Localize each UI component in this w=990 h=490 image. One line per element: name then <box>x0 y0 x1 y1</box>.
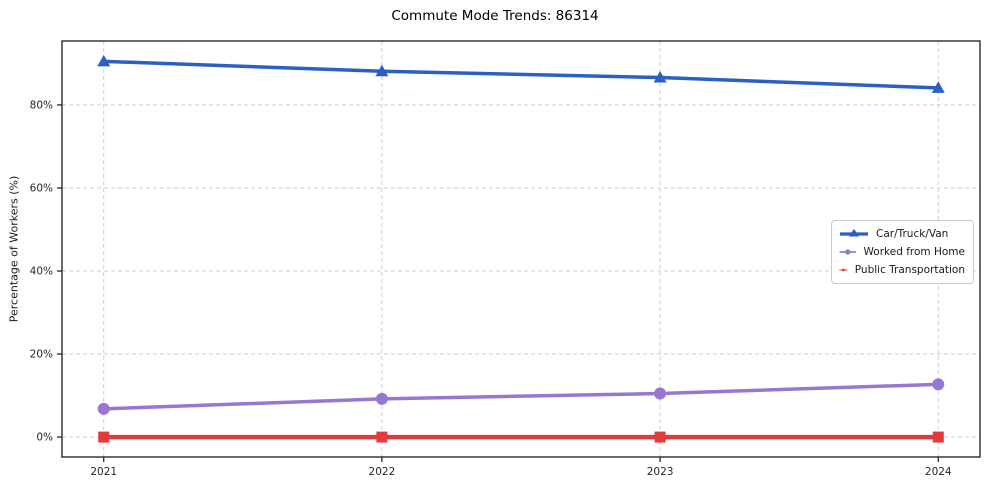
series-marker-public-transportation <box>98 431 110 443</box>
series-line-worked-from-home <box>101 382 941 411</box>
legend-item-public-transportation: Public Transportation <box>839 263 965 277</box>
series-marker-public-transportation <box>654 431 666 443</box>
series-marker-public-transportation <box>376 431 388 443</box>
x-tick-label: 2024 <box>925 466 952 478</box>
y-tick-label: 40% <box>30 266 53 278</box>
series-marker-worked-from-home <box>375 392 388 405</box>
square-marker-icon <box>839 268 848 272</box>
legend: Car/Truck/Van Worked from Home Public Tran… <box>831 220 974 284</box>
y-tick-label: 80% <box>30 99 53 111</box>
chart-title: Commute Mode Trends: 86314 <box>391 8 599 24</box>
x-tick-label: 2021 <box>90 466 117 478</box>
series-line-car-truck-van <box>101 59 941 90</box>
x-tick-label: 2022 <box>369 466 396 478</box>
series-marker-worked-from-home <box>654 387 667 400</box>
series-marker-car-truck-van <box>931 81 945 93</box>
y-tick-label: 60% <box>30 182 53 194</box>
y-axis-label: Percentage of Workers (%) <box>7 175 21 323</box>
series-marker-worked-from-home <box>97 402 110 415</box>
triangle-marker-icon <box>840 228 868 237</box>
legend-label: Worked from Home <box>863 246 965 258</box>
series-marker-worked-from-home <box>932 378 945 391</box>
series-marker-car-truck-van <box>653 71 667 83</box>
legend-item-worked-from-home: Worked from Home <box>839 245 965 259</box>
x-tick-label: 2023 <box>647 466 674 478</box>
legend-label: Car/Truck/Van <box>876 228 949 240</box>
circle-marker-icon <box>839 249 856 255</box>
y-tick-label: 0% <box>36 432 53 444</box>
legend-label: Public Transportation <box>854 264 965 276</box>
axes-frame <box>61 40 981 458</box>
legend-item-car-truck-van: Car/Truck/Van <box>839 227 965 241</box>
series-marker-public-transportation <box>932 431 944 443</box>
series-marker-car-truck-van <box>375 64 389 77</box>
series-marker-car-truck-van <box>97 54 111 67</box>
y-tick-label: 20% <box>30 349 53 361</box>
